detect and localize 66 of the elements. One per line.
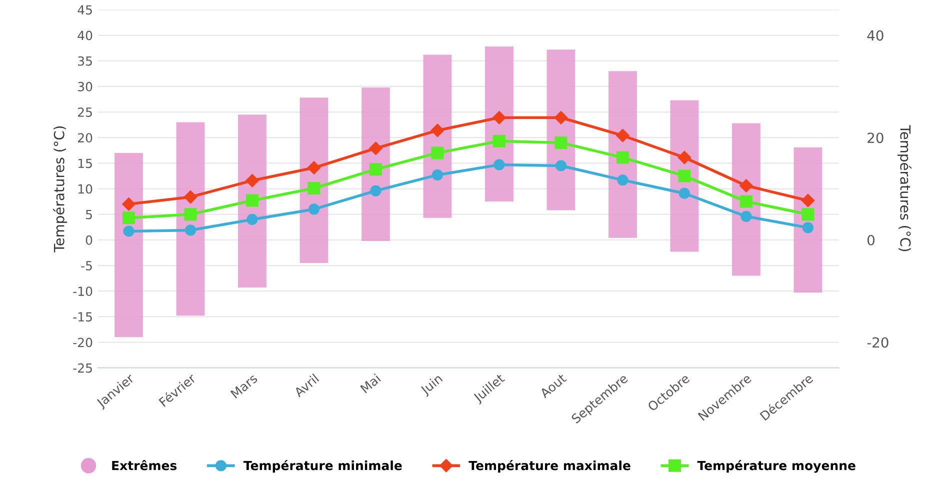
- legend-label: Température moyenne: [697, 460, 856, 473]
- point: [184, 224, 196, 236]
- point: [184, 190, 198, 204]
- point: [369, 163, 382, 176]
- point: [430, 124, 444, 138]
- point: [802, 222, 814, 234]
- point: [123, 226, 134, 237]
- y-tick-label: -25: [73, 363, 92, 373]
- point: [492, 111, 506, 124]
- y2-tick-label: 40: [867, 30, 884, 41]
- point: [308, 182, 320, 194]
- legend-label: Température maximale: [468, 460, 630, 473]
- bar: [114, 152, 143, 338]
- point: [678, 170, 691, 182]
- y-tick-label: 45: [78, 5, 92, 15]
- point: [246, 194, 258, 207]
- bar: [794, 147, 822, 293]
- point: [246, 174, 259, 188]
- point: [616, 128, 630, 142]
- point: [740, 210, 752, 222]
- point: [740, 195, 752, 208]
- point: [307, 161, 321, 174]
- legend-label: Température minimale: [243, 460, 402, 473]
- y-tick-label: -5: [81, 261, 92, 270]
- x-tick-label: Juin: [419, 373, 444, 398]
- y-tick-label: 35: [78, 56, 92, 66]
- x-tick-label: Mai: [360, 373, 382, 394]
- point: [369, 142, 382, 155]
- point: [431, 146, 444, 160]
- y-tick-label: -15: [73, 312, 92, 322]
- y-tick-label: 25: [78, 107, 92, 117]
- y-tick-label: 15: [78, 158, 92, 168]
- point: [494, 159, 505, 170]
- point: [308, 204, 320, 215]
- y-tick-label: 20: [78, 133, 92, 143]
- point: [246, 214, 258, 226]
- point: [802, 208, 814, 221]
- y-tick-label: 10: [78, 184, 92, 194]
- y-tick-label: 0: [86, 235, 92, 245]
- bar: [176, 122, 205, 316]
- y-tick-label: -10: [73, 286, 92, 296]
- legend-label: Extrêmes: [112, 460, 177, 470]
- y2-tick-label: 0: [867, 234, 874, 246]
- y-tick-label: -20: [73, 338, 92, 348]
- point: [184, 208, 197, 221]
- point: [555, 160, 567, 172]
- y-tick-label: 40: [78, 30, 92, 40]
- y-tick-label: 5: [86, 210, 92, 220]
- point: [554, 136, 568, 149]
- y2-tick-label: -20: [867, 337, 888, 348]
- point: [616, 151, 629, 164]
- point: [678, 150, 692, 164]
- point: [370, 185, 382, 196]
- point: [554, 111, 568, 124]
- point: [432, 169, 444, 180]
- point: [492, 134, 506, 148]
- y-tick-label: 30: [78, 82, 92, 92]
- point: [678, 188, 690, 199]
- point: [740, 179, 753, 192]
- point: [801, 194, 815, 208]
- y-axis-title: Températures (°C): [53, 126, 68, 252]
- point: [617, 174, 628, 186]
- point: [122, 198, 136, 211]
- y2-axis-title: Températures (°C): [897, 125, 912, 252]
- y2-tick-label: 20: [868, 132, 884, 144]
- point: [122, 212, 135, 224]
